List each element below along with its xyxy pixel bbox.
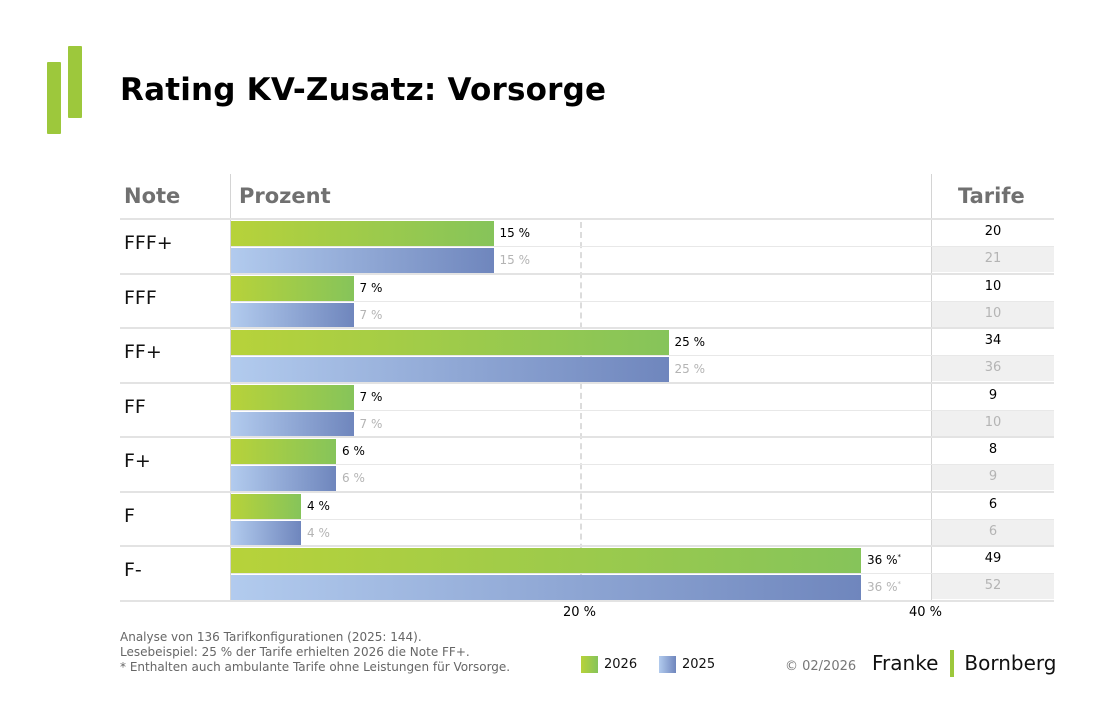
footnote-marker: * [897,580,902,588]
value-label-2026: 7 % [359,389,383,404]
tariff-count-2026: 10 [984,278,1002,294]
subrow-separator [231,464,1054,465]
subrow-separator [231,355,1054,356]
subrow-separator [231,573,1054,574]
bar-2025 [231,466,336,491]
copyright: © 02/2026 [785,659,857,674]
row-separator [120,381,1054,384]
tariff-count-2025: 6 [932,518,1054,545]
value-label-2026: 36 %* [867,553,901,567]
value-label-2026: 7 % [359,280,383,295]
row-separator [120,490,1054,493]
value-label-2025: 25 % [674,362,706,376]
bar-2026 [231,275,354,301]
bar-2025 [231,411,354,437]
header-percent: Prozent [239,184,331,208]
bar-2025 [231,302,354,328]
brand-divider-icon [950,650,954,677]
tariff-count-2026: 20 [984,224,1002,239]
bar-2026 [231,384,354,410]
note-label: FF+ [124,341,162,363]
brand-right: Bornberg [964,651,1057,675]
tariff-count-2025: 21 [932,246,1054,272]
tariff-count-2025: 10 [932,300,1054,327]
value-label-2025: 4 % [307,525,330,540]
legend-label-2026: 2026 [604,657,638,672]
x-tick-40: 40 % [909,605,943,620]
value-label-2025: 6 % [342,471,365,485]
row-separator [120,436,1054,438]
note-label: F+ [124,450,151,472]
tariff-count-2025: 52 [932,573,1054,599]
bar-2026 [231,493,301,519]
note-label: F- [124,559,142,581]
row-separator [120,272,1054,275]
bar-2025 [231,575,861,600]
tariff-column-border [931,174,932,602]
tariff-count-2025: 36 [932,355,1054,381]
note-label: FFF [124,286,157,309]
header-tariffs: Tarife [958,184,1025,208]
footnote-example: Lesebeispiel: 25 % der Tarife erhielten … [120,645,470,659]
value-label-2025: 15 % [499,253,531,267]
note-label: FF [124,395,146,418]
value-label-2026: 4 % [307,498,330,513]
footnote-analysis: Analyse von 136 Tarifkonfigurationen (20… [120,630,422,644]
bar-2026 [231,548,861,573]
row-separator [120,327,1054,329]
bar-2026 [231,330,669,355]
legend-swatch-2025 [659,656,676,673]
value-label-2025: 7 % [359,307,383,322]
bar-2025 [231,520,301,546]
tariff-count-2026: 34 [984,333,1002,348]
subrow-separator [231,409,1054,411]
note-label: FFF+ [124,232,173,254]
row-separator [120,545,1054,547]
tariff-count-2026: 6 [988,496,998,512]
row-separator [120,218,1054,220]
value-label-2026: 15 % [499,226,531,240]
note-label: F [124,504,135,527]
brand-left: Franke [872,651,939,675]
bar-2026 [231,221,494,246]
bar-2025 [231,357,669,382]
tariff-count-2026: 9 [988,387,998,403]
brand-logo: Franke Bornberg [872,651,1056,675]
header-note: Note [124,184,181,208]
plot-left-border [230,174,231,602]
value-label-2026: 25 % [674,335,706,349]
footnote-ambulant: * Enthalten auch ambulante Tarife ohne L… [120,660,511,674]
row-separator [120,599,1054,602]
tariff-count-2025: 9 [932,464,1054,490]
tariff-count-2026: 8 [988,442,998,457]
subrow-separator [231,300,1054,302]
subrow-separator [231,518,1054,520]
legend-swatch-2026 [581,656,598,673]
gridline-20 [580,222,582,600]
value-label-2025: 7 % [359,416,383,431]
tariff-count-2026: 49 [984,551,1002,566]
tariff-count-2025: 10 [932,409,1054,436]
footnote-marker: * [897,553,902,561]
x-tick-20: 20 % [563,605,597,620]
bar-2025 [231,248,494,273]
bar-2026 [231,439,336,464]
value-label-2026: 6 % [342,444,365,458]
chart-title: Rating KV-Zusatz: Vorsorge [120,72,607,108]
value-label-2025: 36 %* [867,580,901,594]
legend-label-2025: 2025 [682,657,716,672]
subrow-separator [231,246,1054,247]
